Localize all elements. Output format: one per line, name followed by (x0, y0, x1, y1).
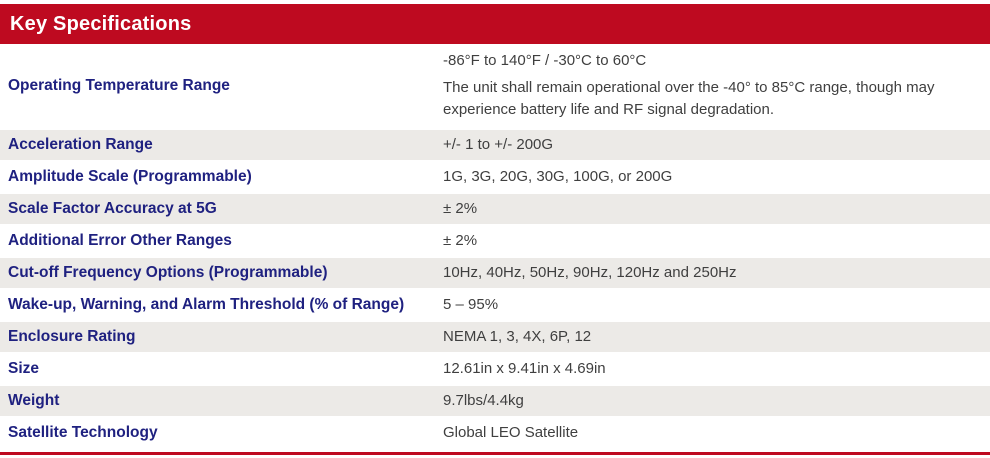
spec-value: ± 2% (443, 232, 478, 249)
spec-value: 9.7lbs/4.4kg (443, 392, 524, 409)
spec-value: -86°F to 140°F / -30°C to 60°C The unit … (443, 44, 965, 128)
section-header-bar: Key Specifications (0, 4, 990, 44)
spec-value: NEMA 1, 3, 4X, 6P, 12 (443, 328, 592, 345)
table-row: Enclosure Rating NEMA 1, 3, 4X, 6P, 12 (0, 322, 990, 352)
spec-label: Satellite Technology (8, 424, 158, 441)
spec-value-note: The unit shall remain operational over t… (443, 79, 935, 118)
spec-value: Global LEO Satellite (443, 424, 579, 441)
spec-label: Wake-up, Warning, and Alarm Threshold (%… (8, 296, 405, 313)
spec-label: Additional Error Other Ranges (8, 232, 232, 249)
spec-value: 5 – 95% (443, 296, 499, 313)
spec-label: Weight (8, 392, 60, 409)
table-row: Weight 9.7lbs/4.4kg (0, 386, 990, 416)
spec-label: Operating Temperature Range (8, 77, 230, 94)
table-row: Operating Temperature Range -86°F to 140… (0, 44, 990, 128)
table-row: Cut-off Frequency Options (Programmable)… (0, 258, 990, 288)
spec-value: +/- 1 to +/- 200G (443, 136, 554, 153)
spec-value-primary: -86°F to 140°F / -30°C to 60°C (443, 52, 647, 69)
bottom-red-rule (0, 452, 990, 455)
spec-value: ± 2% (443, 200, 478, 217)
section-title: Key Specifications (10, 12, 192, 35)
spec-label: Cut-off Frequency Options (Programmable) (8, 264, 328, 281)
spec-label: Scale Factor Accuracy at 5G (8, 200, 217, 217)
spec-value: 12.61in x 9.41in x 4.69in (443, 360, 606, 377)
table-row: Scale Factor Accuracy at 5G ± 2% (0, 194, 990, 224)
table-row: Size 12.61in x 9.41in x 4.69in (0, 354, 990, 384)
spec-value: 10Hz, 40Hz, 50Hz, 90Hz, 120Hz and 250Hz (443, 264, 737, 281)
table-row: Wake-up, Warning, and Alarm Threshold (%… (0, 290, 990, 320)
spec-label: Size (8, 360, 40, 377)
table-row: Acceleration Range +/- 1 to +/- 200G (0, 130, 990, 160)
table-row: Satellite Technology Global LEO Satellit… (0, 418, 990, 448)
top-margin-strip (0, 0, 990, 4)
table-row: Amplitude Scale (Programmable) 1G, 3G, 2… (0, 162, 990, 192)
spec-label: Amplitude Scale (Programmable) (8, 168, 252, 185)
spec-table: Operating Temperature Range -86°F to 140… (0, 44, 990, 448)
table-row: Additional Error Other Ranges ± 2% (0, 226, 990, 256)
spec-label: Acceleration Range (8, 136, 153, 153)
spec-value: 1G, 3G, 20G, 30G, 100G, or 200G (443, 168, 673, 185)
spec-label: Enclosure Rating (8, 328, 136, 345)
